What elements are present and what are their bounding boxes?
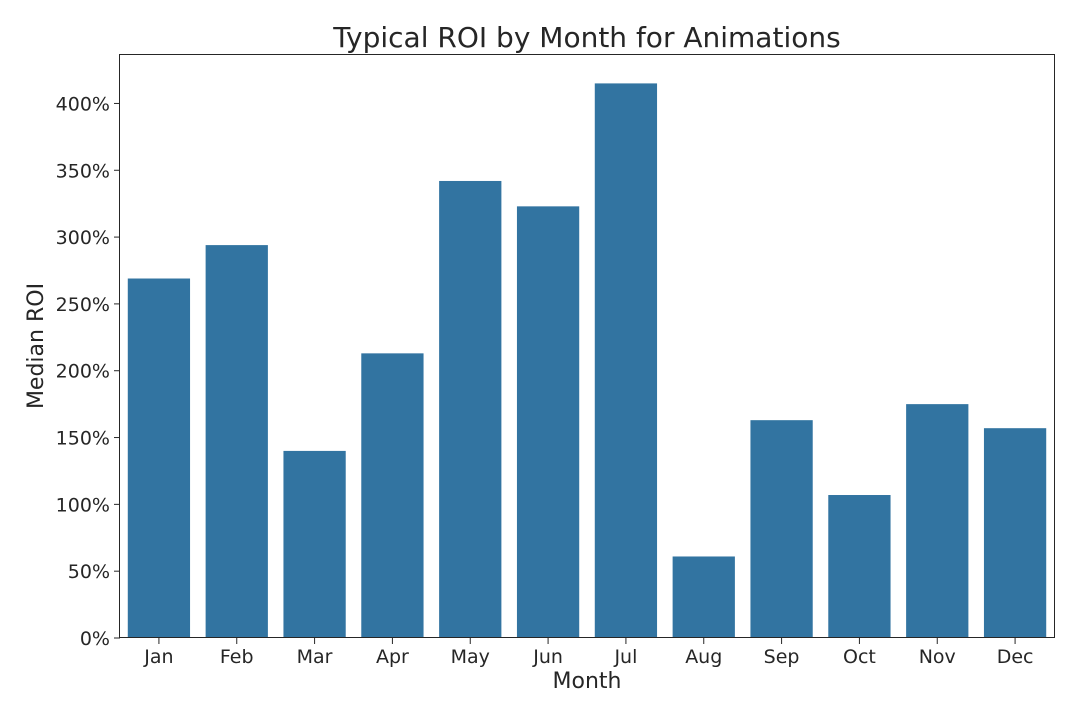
chart-title: Typical ROI by Month for Animations xyxy=(332,21,840,54)
bar-nov xyxy=(906,404,969,638)
bar-dec xyxy=(983,428,1047,638)
x-tick-label: Mar xyxy=(297,646,333,668)
y-tick-label: 100% xyxy=(56,494,110,516)
y-tick-label: 250% xyxy=(56,294,110,316)
plot-frame xyxy=(119,54,1055,638)
x-tick-label: Dec xyxy=(997,646,1034,668)
y-tick-label: 200% xyxy=(56,361,110,383)
x-tick-label: Feb xyxy=(220,646,254,668)
y-tick-label: 50% xyxy=(68,561,110,583)
x-axis-label: Month xyxy=(553,669,622,694)
y-tick-label: 350% xyxy=(56,160,110,182)
x-tick-label: Jul xyxy=(613,646,637,668)
bar-sep xyxy=(750,420,813,638)
x-tick-label: Oct xyxy=(843,646,876,668)
bar-feb xyxy=(205,245,268,638)
bar-jul xyxy=(594,83,658,638)
x-tick-label: Aug xyxy=(685,646,722,668)
bar-may xyxy=(439,180,502,638)
y-tick-label: 0% xyxy=(80,628,110,650)
x-tick-label: Jun xyxy=(532,646,563,668)
bar-mar xyxy=(283,450,346,638)
bar-group xyxy=(127,83,1047,638)
y-tick-label: 400% xyxy=(56,93,110,115)
bar-oct xyxy=(828,495,891,638)
y-axis-label: Median ROI xyxy=(24,283,49,409)
bar-jan xyxy=(127,278,191,638)
x-tick-label: Apr xyxy=(376,646,409,668)
x-tick-label: Sep xyxy=(764,646,800,668)
x-axis: Jan Feb Mar Apr May Jun Jul Aug Sep Oct Nov Dec xyxy=(143,638,1033,668)
x-tick-label: May xyxy=(451,646,490,668)
y-tick-label: 300% xyxy=(56,227,110,249)
bar-aug xyxy=(672,556,735,638)
y-tick-label: 150% xyxy=(56,428,110,450)
x-tick-label: Nov xyxy=(919,646,956,668)
bar-apr xyxy=(361,353,424,638)
bar-jun xyxy=(516,206,580,638)
x-tick-label: Jan xyxy=(143,646,173,668)
y-axis: 0% 50% 100% 150% 200% 250% 300% 350% 400% xyxy=(56,93,120,650)
